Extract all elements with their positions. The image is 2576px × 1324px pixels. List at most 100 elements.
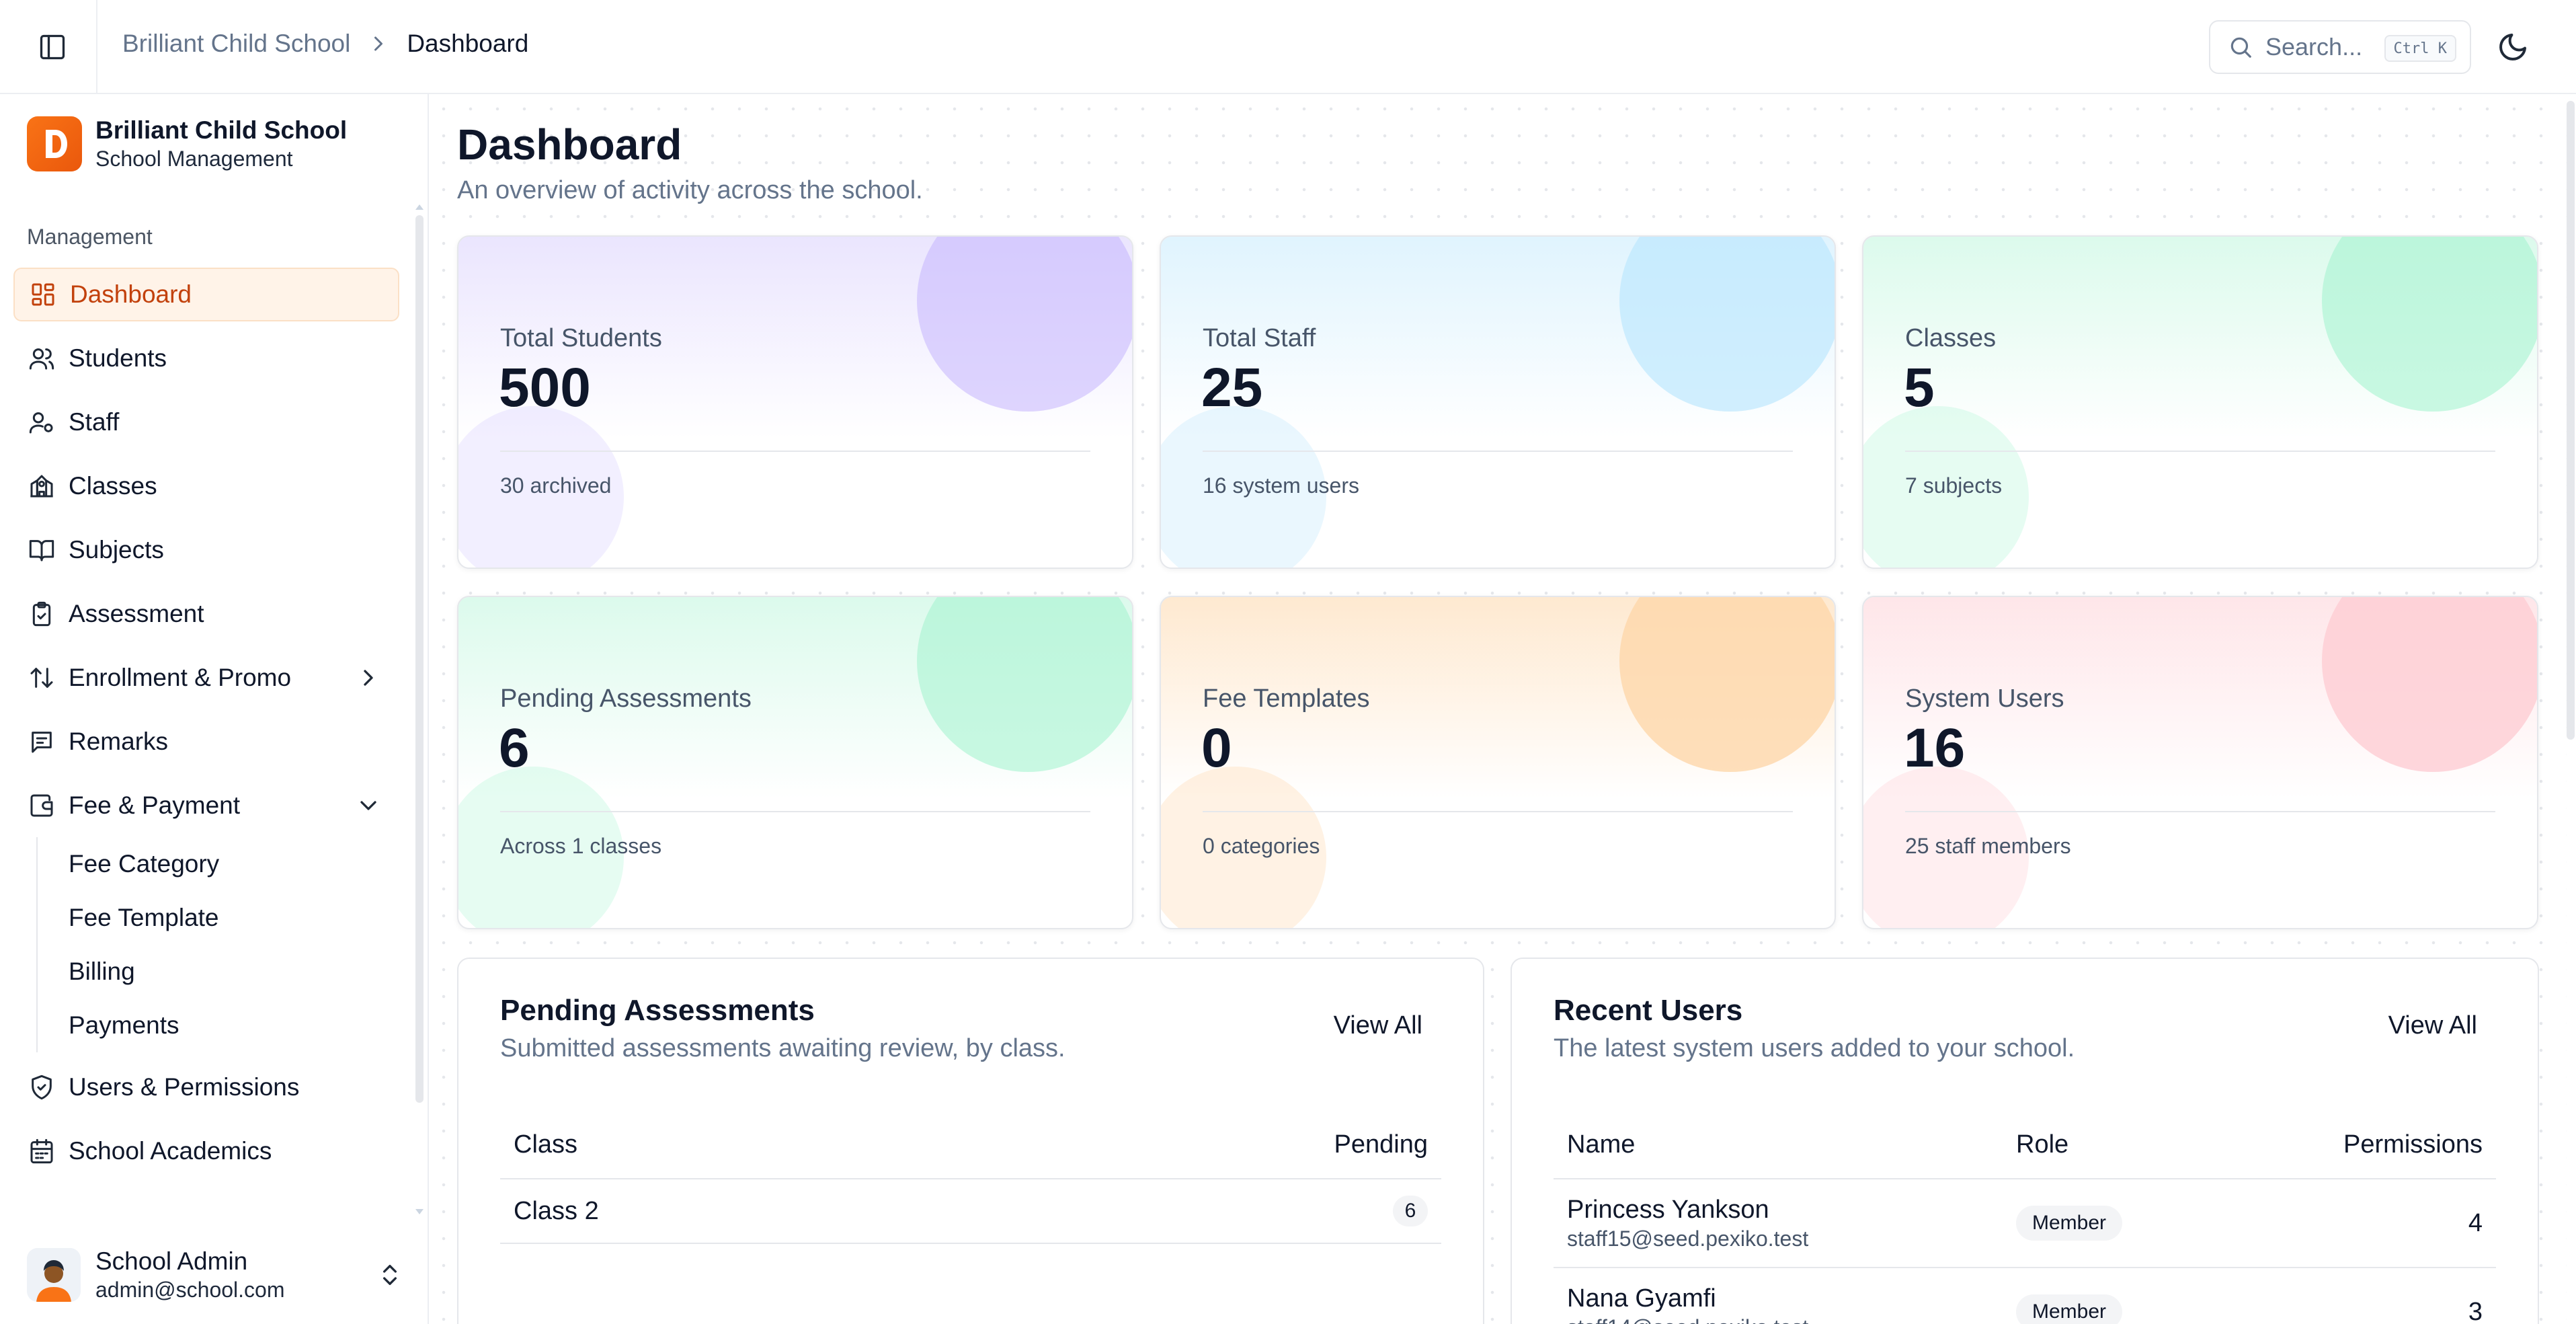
stat-label: System Users — [1905, 685, 2064, 713]
sidebar-item-label: Fee & Payment — [69, 791, 241, 819]
stat-card-classes[interactable]: Classes 5 7 subjects — [1862, 235, 2538, 569]
sidebar-item-users-permissions[interactable]: Users & Permissions — [13, 1060, 399, 1114]
brand-subtitle: School Management — [95, 147, 293, 171]
nav-section-label: Management — [27, 225, 153, 249]
sidebar-item-enrollment[interactable]: Enrollment & Promo — [13, 651, 399, 705]
stat-divider — [500, 811, 1090, 812]
sidebar-item-dashboard[interactable]: Dashboard — [13, 268, 399, 321]
stat-footnote: 7 subjects — [1905, 473, 2003, 498]
sidebar-item-assessment[interactable]: Assessment — [13, 587, 399, 641]
sidebar-subitem-fee-template[interactable]: Fee Template — [69, 904, 219, 931]
decor-circle — [1863, 406, 2029, 568]
stat-value: 0 — [1201, 717, 1232, 779]
brand[interactable]: Brilliant Child School School Management — [27, 116, 347, 172]
moon-icon[interactable] — [2497, 31, 2529, 63]
view-all-button[interactable]: View All — [2388, 1011, 2477, 1040]
sidebar-item-label: Users & Permissions — [69, 1073, 300, 1101]
decor-circle — [917, 237, 1132, 412]
pending-count-badge: 6 — [1393, 1196, 1428, 1226]
decor-circle — [1619, 237, 1835, 412]
sidebar-item-subjects[interactable]: Subjects — [13, 523, 399, 577]
search-button[interactable]: Search... Ctrl K — [2209, 20, 2471, 74]
stat-value: 5 — [1904, 357, 1935, 418]
scroll-up-icon[interactable] — [414, 203, 425, 211]
column-header-role[interactable]: Role — [2016, 1130, 2069, 1159]
user-row-email: staff15@seed.pexiko.test — [1567, 1226, 1809, 1251]
role-badge: Member — [2016, 1206, 2123, 1241]
main-scrollbar[interactable] — [2567, 101, 2575, 740]
role-badge: Member — [2016, 1294, 2123, 1324]
recent-users-panel: Recent Users The latest system users add… — [1511, 958, 2539, 1324]
stat-footnote: 30 archived — [500, 473, 612, 498]
stat-value: 25 — [1201, 357, 1263, 418]
stat-value: 6 — [499, 717, 530, 779]
user-row-email: staff14@seed.pexiko.test — [1567, 1314, 2016, 1324]
search-placeholder: Search... — [2265, 33, 2363, 61]
dashboard-icon — [30, 281, 56, 308]
sidebar-toggle-icon[interactable] — [38, 32, 67, 62]
chevron-right-icon[interactable] — [355, 664, 382, 691]
stat-footnote: Across 1 classes — [500, 834, 662, 858]
table-row[interactable]: Nana Gyamfi staff14@seed.pexiko.test Mem… — [1554, 1268, 2496, 1324]
sidebar-item-students[interactable]: Students — [13, 332, 399, 385]
stat-divider — [1203, 451, 1793, 452]
sidebar-item-school-academics[interactable]: School Academics — [13, 1124, 399, 1178]
sidebar-item-staff[interactable]: Staff — [13, 395, 399, 449]
stat-card-fee-templates[interactable]: Fee Templates 0 0 categories — [1160, 596, 1836, 929]
avatar — [27, 1248, 81, 1302]
sidebar-item-fee-payment[interactable]: Fee & Payment — [13, 779, 399, 832]
user-menu[interactable]: School Admin admin@school.com — [27, 1243, 403, 1307]
sidebar-item-remarks[interactable]: Remarks — [13, 715, 399, 769]
decor-circle — [917, 597, 1132, 772]
decor-circle — [1863, 767, 2029, 928]
sidebar-subitem-billing[interactable]: Billing — [69, 958, 135, 985]
book-icon — [28, 537, 55, 563]
breadcrumb-root[interactable]: Brilliant Child School — [122, 30, 351, 57]
stat-card-total-staff[interactable]: Total Staff 25 16 system users — [1160, 235, 1836, 569]
cell-class: Class 2 — [514, 1196, 599, 1225]
stat-footnote: 25 staff members — [1905, 834, 2071, 858]
permissions-count: 3 — [2468, 1297, 2483, 1324]
column-header-permissions[interactable]: Permissions — [2343, 1130, 2483, 1159]
stat-label: Total Staff — [1203, 324, 1316, 352]
breadcrumb-current: Dashboard — [407, 30, 529, 57]
school-icon — [28, 473, 55, 500]
brand-name: Brilliant Child School — [95, 116, 348, 144]
stat-value: 16 — [1904, 717, 1966, 779]
decor-circle — [1161, 406, 1326, 568]
stat-label: Pending Assessments — [500, 685, 752, 713]
stat-divider — [500, 451, 1090, 452]
decor-circle — [458, 406, 624, 568]
stat-card-total-students[interactable]: Total Students 500 30 archived — [457, 235, 1133, 569]
chevron-down-icon[interactable] — [355, 792, 382, 819]
search-icon — [2228, 34, 2253, 60]
table-row[interactable]: Class 2 6 — [500, 1179, 1441, 1244]
user-name: School Admin — [95, 1247, 248, 1275]
top-header: Brilliant Child School Dashboard Search.… — [0, 0, 2576, 94]
stat-card-pending-assessments[interactable]: Pending Assessments 6 Across 1 classes — [457, 596, 1133, 929]
stat-divider — [1203, 811, 1793, 812]
sidebar: Brilliant Child School School Management… — [0, 94, 429, 1324]
stat-label: Classes — [1905, 324, 1997, 352]
chevrons-up-down-icon[interactable] — [376, 1261, 403, 1288]
sidebar-item-classes[interactable]: Classes — [13, 459, 399, 513]
sidebar-scrollbar[interactable] — [415, 215, 424, 1103]
view-all-button[interactable]: View All — [1333, 1011, 1422, 1040]
stat-card-system-users[interactable]: System Users 16 25 staff members — [1862, 596, 2538, 929]
panel-subtitle: The latest system users added to your sc… — [1554, 1034, 2075, 1062]
column-header-class[interactable]: Class — [514, 1130, 578, 1159]
sidebar-item-label: School Academics — [69, 1137, 272, 1165]
permissions-count: 4 — [2468, 1208, 2483, 1237]
sidebar-subitem-fee-category[interactable]: Fee Category — [69, 850, 220, 878]
table-row[interactable]: Princess Yankson staff15@seed.pexiko.tes… — [1554, 1179, 2496, 1268]
main-content: Dashboard An overview of activity across… — [430, 95, 2567, 1324]
column-header-name[interactable]: Name — [1567, 1130, 1636, 1159]
panel-subtitle: Submitted assessments awaiting review, b… — [500, 1034, 1065, 1062]
table-header: Class Pending — [500, 1111, 1441, 1179]
sidebar-item-label: Subjects — [69, 536, 164, 563]
scroll-down-icon[interactable] — [414, 1208, 425, 1216]
sidebar-subitem-payments[interactable]: Payments — [69, 1011, 179, 1039]
decor-circle — [1161, 767, 1326, 928]
column-header-pending[interactable]: Pending — [1334, 1130, 1428, 1159]
sidebar-nav: Dashboard Students Staff Classes Subject… — [13, 268, 399, 1188]
